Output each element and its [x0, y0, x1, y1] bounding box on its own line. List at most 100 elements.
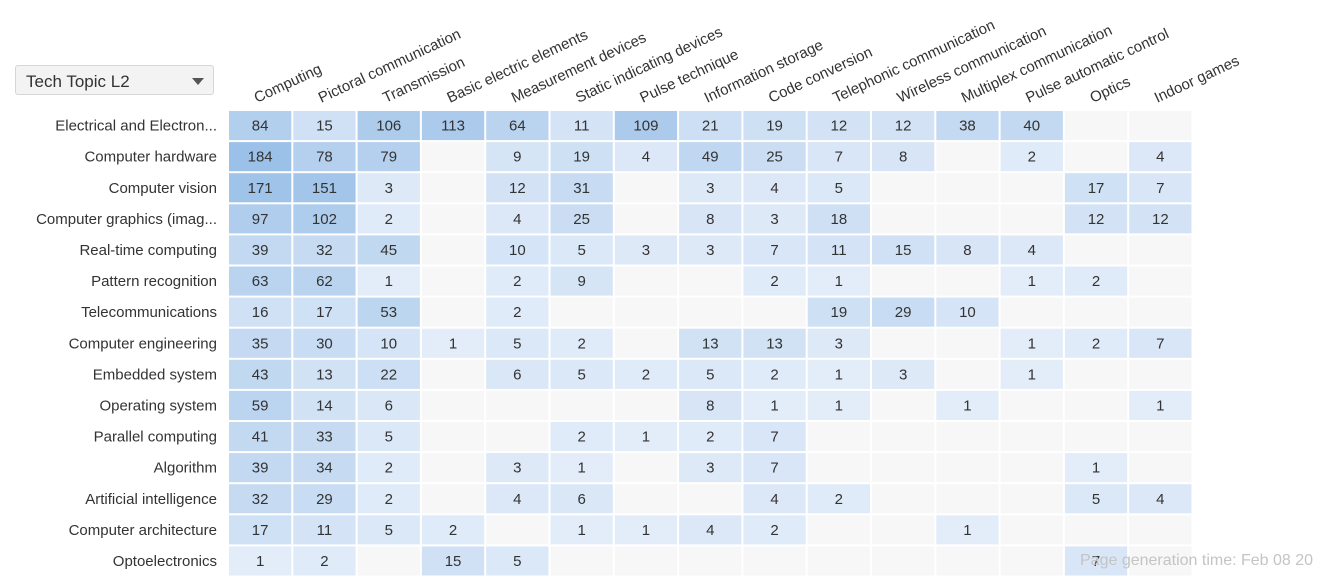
heatmap-cell[interactable]: [1129, 328, 1192, 358]
heatmap-cell[interactable]: [293, 142, 356, 172]
heatmap-cell[interactable]: [293, 515, 356, 545]
heatmap-cell[interactable]: [1000, 422, 1063, 452]
heatmap-cell[interactable]: [229, 328, 292, 358]
heatmap-cell[interactable]: [486, 266, 549, 296]
heatmap-cell[interactable]: [229, 453, 292, 483]
heatmap-cell[interactable]: [421, 142, 485, 172]
heatmap-cell[interactable]: [1129, 204, 1192, 234]
heatmap-cell[interactable]: [614, 422, 678, 452]
heatmap-cell[interactable]: [614, 328, 678, 358]
heatmap-cell[interactable]: [614, 390, 678, 420]
heatmap-cell[interactable]: [743, 173, 806, 203]
heatmap-cell[interactable]: [357, 328, 420, 358]
heatmap-cell[interactable]: [550, 390, 613, 420]
heatmap-cell[interactable]: [1000, 266, 1063, 296]
heatmap-cell[interactable]: [679, 297, 742, 327]
heatmap-cell[interactable]: [1000, 204, 1063, 234]
heatmap-cell[interactable]: [614, 235, 678, 265]
heatmap-cell[interactable]: [486, 515, 549, 545]
heatmap-cell[interactable]: [872, 204, 935, 234]
heatmap-cell[interactable]: [293, 484, 356, 514]
heatmap-cell[interactable]: [229, 546, 292, 576]
heatmap-cell[interactable]: [293, 204, 356, 234]
heatmap-cell[interactable]: [229, 390, 292, 420]
heatmap-cell[interactable]: [807, 173, 870, 203]
heatmap-cell[interactable]: [614, 173, 678, 203]
heatmap-cell[interactable]: [1064, 390, 1128, 420]
heatmap-cell[interactable]: [679, 453, 742, 483]
heatmap-cell[interactable]: [1064, 111, 1128, 141]
heatmap-cell[interactable]: [807, 390, 870, 420]
heatmap-cell[interactable]: [872, 359, 935, 389]
heatmap-cell[interactable]: [550, 359, 613, 389]
heatmap-cell[interactable]: [936, 266, 999, 296]
heatmap-cell[interactable]: [293, 359, 356, 389]
heatmap-cell[interactable]: [679, 111, 742, 141]
heatmap-cell[interactable]: [357, 235, 420, 265]
heatmap-cell[interactable]: [679, 204, 742, 234]
heatmap-cell[interactable]: [550, 173, 613, 203]
heatmap-cell[interactable]: [1000, 453, 1063, 483]
heatmap-cell[interactable]: [679, 359, 742, 389]
heatmap-cell[interactable]: [936, 204, 999, 234]
heatmap-cell[interactable]: [229, 173, 292, 203]
heatmap-cell[interactable]: [357, 297, 420, 327]
heatmap-cell[interactable]: [421, 359, 485, 389]
heatmap-cell[interactable]: [550, 546, 613, 576]
heatmap-cell[interactable]: [743, 359, 806, 389]
heatmap-cell[interactable]: [357, 204, 420, 234]
heatmap-cell[interactable]: [1129, 111, 1192, 141]
heatmap-cell[interactable]: [1129, 173, 1192, 203]
heatmap-cell[interactable]: [936, 328, 999, 358]
heatmap-cell[interactable]: [872, 484, 935, 514]
heatmap-cell[interactable]: [614, 453, 678, 483]
heatmap-cell[interactable]: [1064, 359, 1128, 389]
heatmap-cell[interactable]: [872, 546, 935, 576]
heatmap-cell[interactable]: [614, 297, 678, 327]
heatmap-cell[interactable]: [1064, 173, 1128, 203]
heatmap-cell[interactable]: [743, 515, 806, 545]
heatmap-cell[interactable]: [1129, 422, 1192, 452]
heatmap-cell[interactable]: [1064, 453, 1128, 483]
heatmap-cell[interactable]: [1064, 515, 1128, 545]
heatmap-cell[interactable]: [743, 111, 806, 141]
heatmap-cell[interactable]: [807, 328, 870, 358]
heatmap-cell[interactable]: [872, 111, 935, 141]
heatmap-cell[interactable]: [614, 359, 678, 389]
heatmap-cell[interactable]: [229, 111, 292, 141]
heatmap-cell[interactable]: [1000, 546, 1063, 576]
heatmap-cell[interactable]: [1129, 515, 1192, 545]
heatmap-cell[interactable]: [1064, 266, 1128, 296]
heatmap-cell[interactable]: [936, 390, 999, 420]
heatmap-cell[interactable]: [1129, 235, 1192, 265]
heatmap-cell[interactable]: [293, 546, 356, 576]
heatmap-cell[interactable]: [614, 266, 678, 296]
heatmap-cell[interactable]: [807, 204, 870, 234]
heatmap-cell[interactable]: [679, 142, 742, 172]
heatmap-cell[interactable]: [421, 515, 485, 545]
heatmap-cell[interactable]: [421, 484, 485, 514]
heatmap-cell[interactable]: [807, 359, 870, 389]
heatmap-cell[interactable]: [872, 515, 935, 545]
heatmap-cell[interactable]: [936, 111, 999, 141]
heatmap-cell[interactable]: [743, 453, 806, 483]
heatmap-cell[interactable]: [614, 484, 678, 514]
heatmap-cell[interactable]: [872, 390, 935, 420]
heatmap-cell[interactable]: [679, 546, 742, 576]
heatmap-cell[interactable]: [936, 422, 999, 452]
heatmap-cell[interactable]: [229, 422, 292, 452]
heatmap-cell[interactable]: [550, 453, 613, 483]
heatmap-cell[interactable]: [1129, 266, 1192, 296]
heatmap-cell[interactable]: [421, 390, 485, 420]
heatmap-cell[interactable]: [357, 515, 420, 545]
heatmap-cell[interactable]: [229, 142, 292, 172]
heatmap-cell[interactable]: [550, 422, 613, 452]
heatmap-cell[interactable]: [293, 328, 356, 358]
heatmap-cell[interactable]: [486, 546, 549, 576]
heatmap-cell[interactable]: [743, 297, 806, 327]
heatmap-cell[interactable]: [679, 235, 742, 265]
heatmap-cell[interactable]: [807, 235, 870, 265]
heatmap-cell[interactable]: [421, 422, 485, 452]
heatmap-cell[interactable]: [550, 297, 613, 327]
heatmap-cell[interactable]: [293, 173, 356, 203]
